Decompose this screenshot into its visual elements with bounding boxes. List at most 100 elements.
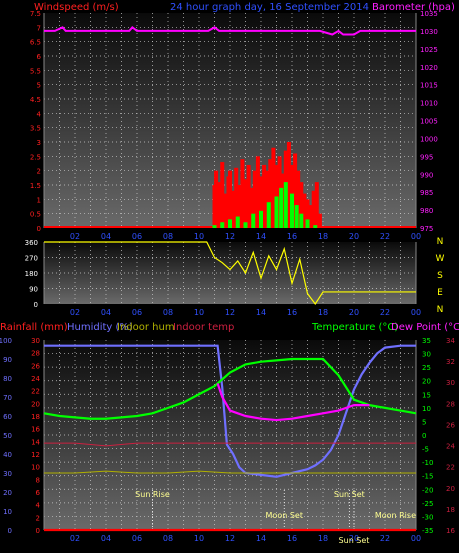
windspeed-tick-label: 3 — [37, 139, 41, 147]
temperature-label: Temperature (°C) — [311, 322, 398, 333]
indoor-temp-tick-label: 32 — [446, 358, 455, 366]
wind-average-bar — [274, 196, 279, 228]
x-tick-label: 12 — [225, 232, 235, 241]
barometer-tick-label: 1020 — [420, 64, 438, 72]
x-tick-label: 06 — [132, 232, 142, 241]
wind-average-bar — [259, 210, 263, 228]
temperature-tick-label: -30 — [422, 513, 433, 521]
wind-average-bar — [212, 225, 217, 228]
wind-gust-bar — [214, 170, 219, 228]
wind-gust-bar — [220, 162, 225, 228]
wind-average-bar — [294, 205, 299, 228]
temperature-tick-label: 15 — [422, 391, 431, 399]
temperature-tick-label: -20 — [422, 486, 433, 494]
barometer-tick-label: 1025 — [420, 46, 438, 54]
windspeed-tick-label: 2 — [37, 168, 41, 176]
x-tick-label: 06 — [132, 308, 142, 317]
x-tick-label: 08 — [163, 232, 173, 241]
windspeed-tick-label: 2.5 — [30, 153, 41, 161]
wind-gust-bar — [299, 182, 304, 228]
humidity-tick-label: 50 — [3, 432, 12, 440]
windspeed-tick-label: 3.5 — [30, 125, 41, 133]
wind-gust-bar — [223, 193, 228, 228]
humidity-label: Humidity (%) — [67, 322, 133, 333]
barometer-tick-label: 990 — [420, 171, 433, 179]
temperature-tick-label: 5 — [422, 418, 426, 426]
x-tick-label: 10 — [194, 308, 204, 317]
humidity-tick-label: 0 — [8, 527, 12, 535]
wind-average-bar — [290, 193, 294, 228]
rainfall-tick-label: 8 — [36, 476, 40, 484]
event-label: Moon Set — [266, 511, 303, 520]
wind-gust-bar — [237, 185, 242, 228]
rainfall-tick-label: 0 — [36, 527, 40, 535]
windspeed-tick-label: 6 — [37, 53, 42, 61]
wind-average-bar — [228, 219, 232, 228]
wind-gust-bar — [311, 190, 316, 228]
indoor-temp-tick-label: 16 — [446, 527, 455, 535]
x-tick-label: 10 — [194, 534, 204, 543]
barometer-tick-label: 1005 — [420, 118, 438, 126]
direction-tick-label: 90 — [29, 286, 38, 294]
wind-gust-bar — [240, 159, 245, 228]
x-tick-label: 00 — [411, 308, 421, 317]
temperature-tick-label: -35 — [422, 527, 433, 535]
wind-gust-bar — [271, 147, 276, 228]
wind-gust-bar — [231, 190, 236, 228]
wind-gust-bar — [293, 153, 298, 228]
x-tick-label: 04 — [101, 534, 111, 543]
windspeed-tick-label: 0.5 — [30, 211, 41, 219]
direction-tick-label: 360 — [25, 239, 38, 247]
barometer-tick-label: 1000 — [420, 135, 438, 143]
wind-gust-bar — [255, 156, 260, 228]
wind-average-bar — [313, 225, 318, 228]
temperature-tick-label: 10 — [422, 405, 431, 413]
wind-gust-bar — [305, 199, 310, 228]
x-tick-label: 22 — [380, 308, 390, 317]
rainfall-tick-label: 12 — [31, 451, 40, 459]
x-tick-label: 18 — [318, 534, 328, 543]
wind-gust-bar — [246, 164, 251, 228]
x-tick-label: 08 — [163, 534, 173, 543]
rainfall-tick-label: 6 — [36, 489, 41, 497]
humidity-tick-label: 40 — [3, 451, 12, 459]
rainfall-tick-label: 2 — [36, 514, 40, 522]
wind-gust-bar — [302, 193, 307, 228]
rainfall-tick-label: 10 — [31, 464, 40, 472]
wind-gust-bar — [252, 170, 257, 228]
barometer-tick-label: 995 — [420, 153, 433, 161]
wind-gust-bar — [286, 142, 291, 228]
x-tick-label: 16 — [287, 308, 297, 317]
wind-gust-bar — [317, 213, 322, 228]
x-tick-label: 16 — [287, 232, 297, 241]
x-tick-label: 18 — [318, 308, 328, 317]
rainfall-tick-label: 14 — [31, 438, 40, 446]
indoor-temp-tick-label: 20 — [446, 485, 455, 493]
x-tick-label: 20 — [349, 232, 359, 241]
wind-average-bar — [305, 219, 310, 228]
wind-gust-bar — [314, 182, 319, 228]
chart-title: 24 hour graph day, 16 September 2014 — [170, 2, 369, 13]
x-tick-label: 22 — [380, 232, 390, 241]
wind-average-bar — [235, 216, 240, 228]
dew-point-line — [216, 383, 370, 422]
wind-gust-bar — [249, 187, 254, 228]
rainfall-tick-label: 4 — [36, 502, 41, 510]
barometer-axis-title: Barometer (hpa) — [372, 2, 455, 13]
x-tick-label: 00 — [411, 232, 421, 241]
direction-tick-label: 0 — [34, 301, 38, 309]
x-tick-label: 14 — [256, 232, 266, 241]
indoor-temp-tick-label: 26 — [446, 421, 455, 429]
x-tick-label: 20 — [349, 308, 359, 317]
x-tick-label: 04 — [101, 308, 111, 317]
humidity-tick-label: 20 — [3, 489, 12, 497]
wind-average-bar — [299, 213, 304, 228]
x-tick-label: 06 — [132, 534, 142, 543]
x-tick-label: 08 — [163, 308, 173, 317]
windspeed-axis-title: Windspeed (m/s) — [34, 2, 119, 13]
indoor-temp-tick-label: 30 — [446, 379, 455, 387]
rainfall-tick-label: 30 — [31, 337, 40, 345]
windspeed-tick-label: 0 — [37, 225, 41, 233]
x-tick-label: 00 — [411, 534, 421, 543]
